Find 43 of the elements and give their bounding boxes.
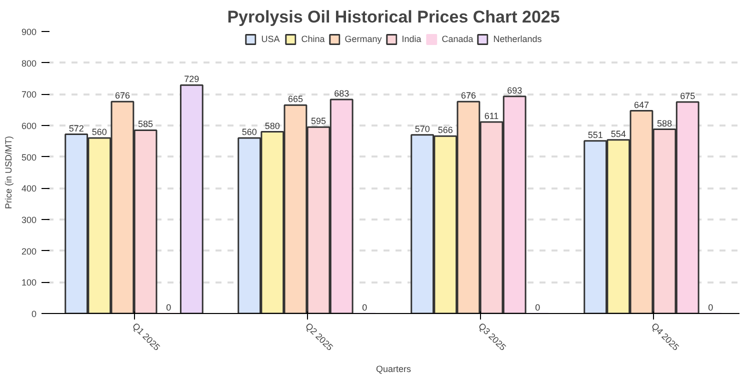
data-label: 729	[184, 74, 200, 84]
y-axis-title: Price (in USD/MT)	[3, 136, 14, 209]
data-label: 554	[610, 128, 626, 139]
data-label: 675	[680, 91, 696, 101]
y-tick-label: 0	[31, 309, 37, 319]
y-tick-label: 600	[21, 121, 37, 131]
data-label: 647	[634, 100, 649, 110]
legend-label: Germany	[344, 34, 382, 44]
data-label: 0	[708, 302, 714, 312]
y-tick-label: 900	[21, 27, 37, 37]
y-tick-label: 400	[21, 184, 37, 194]
y-tick-label: 800	[21, 58, 37, 68]
y-tick-label: 700	[21, 90, 37, 100]
legend-label: Canada	[442, 34, 474, 44]
legend-label: India	[402, 34, 422, 44]
data-label: 0	[535, 302, 540, 312]
data-label: 676	[114, 90, 130, 101]
data-label: 0	[362, 302, 368, 312]
legend-label: USA	[261, 34, 281, 44]
chart-title: Pyrolysis Oil Historical Prices Chart 2025	[227, 8, 560, 26]
y-tick-label: 500	[21, 152, 37, 162]
legend-label: Netherlands	[493, 34, 542, 44]
y-tick-label: 200	[21, 246, 37, 256]
data-label: 560	[242, 127, 257, 138]
data-label: 611	[484, 111, 499, 122]
data-label: 683	[334, 88, 350, 98]
data-label: 676	[460, 90, 476, 101]
data-label: 665	[288, 94, 303, 104]
data-label: 585	[138, 119, 154, 130]
x-axis-title: Quarters	[376, 364, 412, 374]
data-label: 551	[588, 130, 603, 140]
y-tick-label: 300	[21, 215, 37, 225]
data-label: 588	[657, 118, 672, 128]
data-label: 570	[414, 124, 430, 134]
data-label: 595	[311, 116, 326, 126]
y-tick-label: 100	[21, 278, 37, 288]
data-label: 580	[264, 120, 280, 131]
data-label: 560	[92, 127, 107, 138]
data-label: 0	[166, 302, 172, 312]
data-label: 572	[68, 123, 84, 134]
data-label: 566	[438, 125, 453, 136]
data-label: 693	[507, 85, 522, 96]
legend-label: China	[301, 34, 325, 44]
